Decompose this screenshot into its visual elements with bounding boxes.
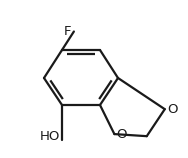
Text: O: O xyxy=(116,128,127,141)
Text: F: F xyxy=(63,25,71,38)
Text: O: O xyxy=(167,103,177,116)
Text: HO: HO xyxy=(40,130,60,143)
